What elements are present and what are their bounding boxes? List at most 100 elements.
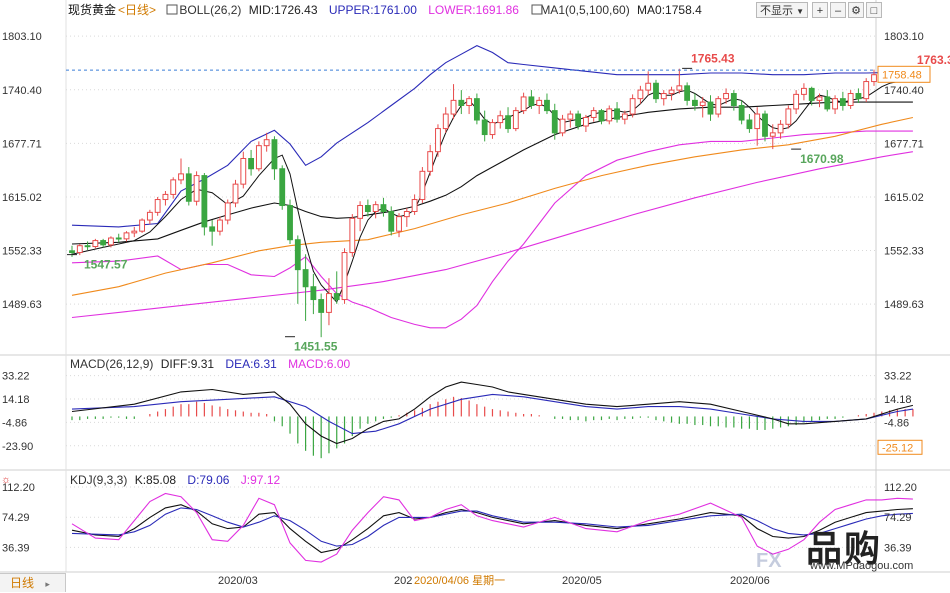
watermark-url: www.MPdaogou.com <box>810 560 914 572</box>
candle <box>108 237 114 246</box>
timeframe-button-label: 日线 <box>10 576 35 590</box>
candle <box>255 145 262 170</box>
kdj-settings-icon[interactable]: ☼ <box>1 474 11 486</box>
candle <box>248 157 255 170</box>
line-black-fast <box>71 77 914 304</box>
candle <box>92 240 99 248</box>
candle <box>606 108 613 122</box>
extreme-label: 1763.38 <box>917 53 950 67</box>
candle <box>497 115 504 124</box>
main-y-tick-right: 1615.02 <box>884 192 924 204</box>
candle <box>84 245 91 248</box>
main-y-tick-left: 1740.40 <box>2 85 42 97</box>
macd-line-diff <box>71 381 914 445</box>
candle <box>754 113 761 130</box>
macd-y-tick-left: -4.86 <box>2 417 27 429</box>
watermark: FX 品购 www.MPdaogou.com <box>752 520 942 580</box>
candle <box>707 101 714 115</box>
candle <box>473 98 480 121</box>
candle <box>567 113 574 120</box>
candle <box>489 122 496 136</box>
timeframe-button[interactable]: 日线 ▸ <box>0 573 66 592</box>
main-y-tick-right: 1677.71 <box>884 138 924 150</box>
main-y-tick-left: 1803.10 <box>2 31 42 43</box>
maximize-button[interactable]: □ <box>866 2 882 18</box>
candle <box>310 286 317 301</box>
candle <box>193 175 200 202</box>
x-label-may: 2020/05 <box>562 575 602 587</box>
ma-indicator-icon[interactable] <box>531 4 543 15</box>
candle <box>816 96 823 101</box>
macd-y-tick-left: 14.18 <box>2 394 30 406</box>
add-button[interactable]: + <box>812 2 828 18</box>
candle <box>699 101 706 106</box>
candle <box>575 113 582 127</box>
boll-upper: UPPER:1761.00 <box>329 3 417 17</box>
macd-y-tick-right: -4.86 <box>884 417 909 429</box>
candle <box>396 216 402 232</box>
candle <box>357 205 364 219</box>
candle <box>364 205 371 213</box>
candle <box>847 93 854 106</box>
candle <box>762 113 768 137</box>
candle <box>544 99 550 112</box>
boll-lower: LOWER:1691.86 <box>428 3 519 17</box>
kdj-y-tick-right: 36.39 <box>884 542 912 554</box>
candle <box>505 115 511 130</box>
candle <box>871 74 877 83</box>
macd-y-tick-left: -23.90 <box>2 441 33 453</box>
candle <box>676 85 683 91</box>
candle <box>349 217 356 254</box>
candle <box>723 93 729 100</box>
grid-layer <box>0 0 950 573</box>
line-ma-magenta <box>71 151 913 319</box>
candle <box>326 293 332 313</box>
kdj-y-tick-left: 74.29 <box>2 512 30 524</box>
main-y-tick-left: 1489.63 <box>2 299 42 311</box>
line-upper <box>71 44 913 228</box>
candle <box>808 87 815 101</box>
candle <box>403 211 410 218</box>
candle <box>419 170 426 201</box>
candle <box>333 293 340 301</box>
candle <box>263 139 270 147</box>
candle <box>271 139 278 170</box>
last-price-tag <box>877 65 931 83</box>
minimize-button[interactable]: – <box>830 2 846 18</box>
candle <box>240 157 247 185</box>
candle <box>458 99 465 106</box>
candle <box>801 87 807 95</box>
settings-button[interactable]: ⚙ <box>848 2 864 18</box>
main-y-tick-right: 1489.63 <box>884 299 924 311</box>
candle <box>380 204 387 213</box>
candle <box>279 168 286 207</box>
candle <box>185 173 192 202</box>
candle <box>769 132 776 137</box>
hide-dropdown[interactable]: 不显示 ▼ <box>756 2 808 18</box>
candle <box>318 299 325 313</box>
last-price-tag-text: 1758.48 <box>882 69 922 81</box>
main-y-tick-right: 1552.33 <box>884 246 924 258</box>
kdj-y-tick-left: 112.20 <box>2 482 35 494</box>
candle <box>777 123 784 134</box>
candle <box>660 93 667 100</box>
main-y-tick-left: 1615.02 <box>2 192 42 204</box>
candle <box>536 99 543 106</box>
candle <box>715 98 722 115</box>
candle <box>232 183 239 204</box>
candle <box>824 96 831 110</box>
candle <box>201 175 208 228</box>
candle <box>746 119 753 130</box>
candle <box>691 99 698 106</box>
candle <box>668 89 675 95</box>
line-lower <box>71 130 913 329</box>
candle <box>435 128 441 153</box>
candle <box>170 179 177 195</box>
candle <box>209 226 216 232</box>
candle <box>551 110 558 134</box>
boll-indicator-icon[interactable] <box>166 4 178 15</box>
candle <box>76 245 83 254</box>
kdj-line-j <box>71 492 913 563</box>
kdj-chart-layer <box>71 492 913 563</box>
